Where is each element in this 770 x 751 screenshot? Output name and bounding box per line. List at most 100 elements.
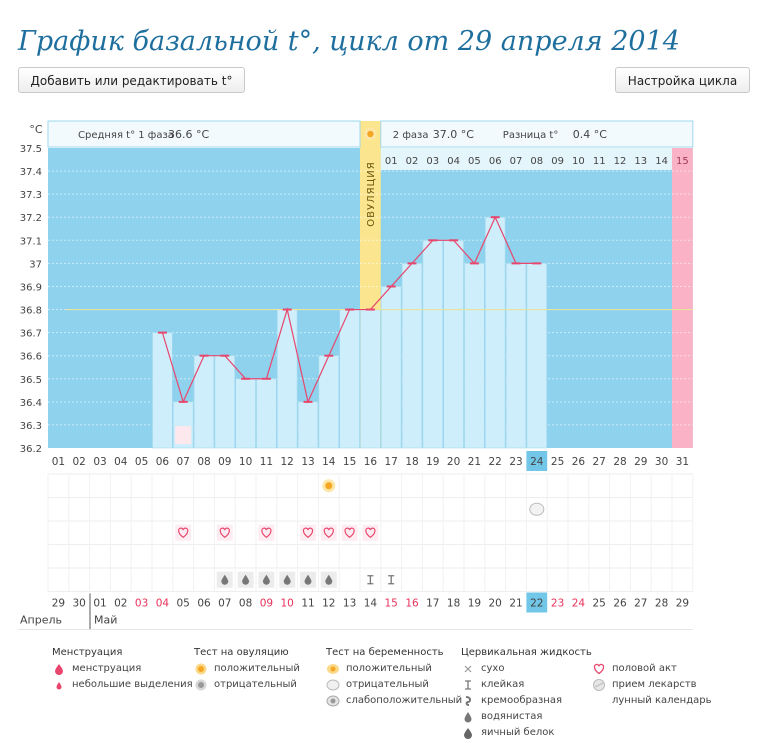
cycle-day-label: 30 — [655, 456, 668, 468]
pill-icon — [592, 678, 606, 692]
phase2-day-label: 06 — [489, 156, 502, 167]
heart-icon — [344, 527, 355, 539]
phase2-avg-value: 37.0 °C — [433, 128, 474, 141]
sticky-icon — [461, 678, 475, 692]
legend-sticky-label: клейкая — [481, 679, 525, 690]
calendar-date-label: 23 — [551, 598, 564, 610]
calendar-date-label: 09 — [260, 598, 273, 610]
y-tick-label: 37.3 — [20, 190, 42, 201]
y-tick-label: 36.6 — [20, 352, 42, 363]
spotting-drop-icon — [52, 678, 66, 692]
sticky-icon — [388, 575, 395, 585]
legend-pregnancy-test: Тест на беременность положительный отриц… — [326, 646, 462, 709]
heart-icon — [178, 527, 189, 539]
y-tick-label: 37 — [29, 259, 42, 270]
legend-menstruation: Менструация менструация небольшие выделе… — [52, 646, 193, 693]
legend-spotting-label: небольшие выделения — [72, 679, 193, 690]
watery-drop-icon — [304, 574, 312, 585]
cycle-day-label: 29 — [634, 456, 647, 468]
watery-drop-icon — [262, 574, 270, 585]
egg-white-icon — [461, 726, 475, 740]
cycle-day-label: 25 — [551, 456, 564, 468]
temperature-bar-day-22 — [484, 216, 506, 449]
legend-creamy-row: кремообразная — [461, 693, 592, 709]
ovulation-label: ОВУЛЯЦИЯ — [366, 161, 377, 227]
legend-lunar-row: лунный календарь — [592, 693, 712, 709]
heart-mark-bg — [216, 524, 233, 541]
watery-drop-icon — [325, 574, 333, 585]
cycle-day-label: 12 — [281, 456, 294, 468]
calendar-date-label: 05 — [177, 598, 190, 610]
heart-mark-bg — [175, 524, 192, 541]
y-tick-label: 36.8 — [20, 306, 42, 317]
cycle-day-label: 31 — [676, 456, 689, 468]
legend-menstruation-title: Менструация — [52, 647, 123, 658]
heart-mark-bg — [258, 524, 275, 541]
heart-icon — [261, 527, 272, 539]
legend-pregnancy-negative-row: отрицательный — [326, 677, 462, 693]
legend-sticky-row: клейкая — [461, 677, 592, 693]
heart-icon — [592, 662, 606, 676]
legend-pregnancy-positive-label: положительный — [346, 663, 432, 674]
cycle-day-label: 01 — [52, 456, 65, 468]
legend-pregnancy-test-title: Тест на беременность — [326, 647, 444, 658]
calendar-date-label: 26 — [613, 598, 627, 610]
calendar-date-label: 21 — [509, 598, 522, 610]
legend-watery-row: водянистая — [461, 709, 592, 725]
legend-menstruation-label: менструация — [72, 663, 142, 674]
calendar-date-label: 13 — [343, 598, 356, 610]
cycle-day-label: 18 — [405, 456, 418, 468]
cycle-day-label: 13 — [301, 456, 314, 468]
phase2-day-label: 14 — [655, 156, 668, 167]
temperature-bar-day-14 — [318, 355, 339, 449]
cycle-day-label: 04 — [114, 456, 128, 468]
cycle-day-label: 14 — [322, 456, 336, 468]
heart-mark-bg — [320, 524, 337, 541]
legend-ovulation-negative-row: отрицательный — [194, 677, 300, 693]
cycle-day-label: 23 — [509, 456, 522, 468]
legend-pregnancy-positive-row: положительный — [326, 661, 462, 677]
add-edit-temperature-button[interactable]: Добавить или редактировать t° — [18, 67, 245, 93]
cycle-day-label: 16 — [364, 456, 378, 468]
heart-icon — [323, 527, 334, 539]
legend-cervical-title: Цервикальная жидкость — [461, 647, 592, 658]
temperature-bar-day-13 — [297, 401, 319, 449]
y-tick-label: 36.3 — [20, 421, 42, 432]
month-label-april: Апрель — [20, 614, 62, 627]
legend-intercourse-label: половой акт — [612, 663, 677, 674]
calendar-date-label: 30 — [73, 598, 86, 610]
temperature-bar-day-19 — [422, 240, 443, 449]
pregnancy-test-weak-icon — [326, 694, 340, 708]
legend-eggwhite-label: яичный белок — [481, 727, 555, 738]
cycle-day-label: 24 — [530, 456, 544, 468]
legend-eggwhite-row: яичный белок — [461, 725, 592, 741]
legend-cervical: Цервикальная жидкость сухо клейкая кремо… — [461, 646, 592, 741]
phase2-avg-label: 2 фаза — [393, 130, 429, 141]
phase2-day-label: 05 — [468, 156, 481, 167]
y-tick-label: 36.2 — [20, 444, 42, 455]
temperature-bar-day-24 — [526, 263, 548, 449]
y-tick-label: 37.1 — [20, 236, 42, 247]
phase1-avg-label: Средняя t° 1 фаза — [78, 130, 174, 141]
cycle-day-label: 22 — [489, 456, 502, 468]
y-tick-label: 37.2 — [20, 213, 42, 224]
y-tick-label: 36.4 — [20, 398, 42, 409]
current-date-highlight — [526, 592, 548, 613]
calendar-date-label: 24 — [572, 598, 586, 610]
heart-icon — [365, 527, 376, 539]
calendar-date-label: 28 — [655, 598, 668, 610]
legend-pregnancy-weak-row: слабоположительный — [326, 693, 462, 709]
watery-drop-icon — [221, 574, 229, 585]
legend-menstruation-row: менструация — [52, 661, 193, 677]
next-cycle-day-label: 15 — [676, 156, 689, 167]
calendar-date-label: 04 — [156, 598, 170, 610]
y-tick-label: 36.7 — [20, 329, 42, 340]
calendar-date-label: 03 — [135, 598, 148, 610]
calendar-date-label: 16 — [405, 598, 419, 610]
calendar-date-label: 25 — [593, 598, 606, 610]
cycle-settings-button[interactable]: Настройка цикла — [615, 67, 750, 93]
cycle-day-label: 08 — [197, 456, 210, 468]
dry-cross-icon — [461, 662, 475, 676]
legend-dry-row: сухо — [461, 661, 592, 677]
temperature-bar-day-11 — [256, 378, 277, 449]
